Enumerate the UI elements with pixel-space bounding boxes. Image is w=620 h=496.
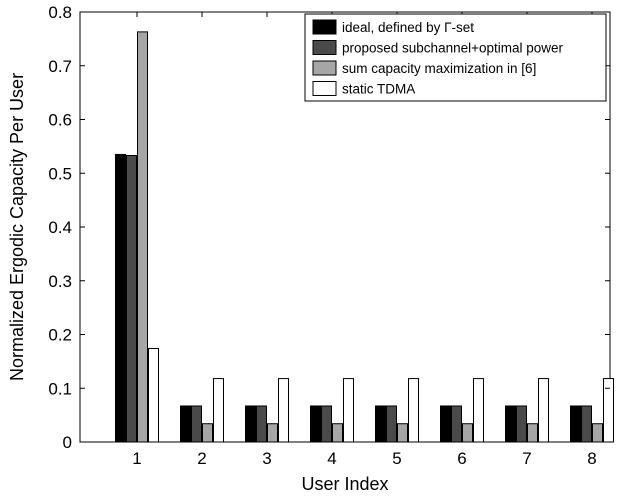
- bar-user-4-series-2: [321, 405, 332, 443]
- bar-user-7-series-1: [505, 405, 516, 443]
- y-tick-label: 0.5: [48, 164, 72, 183]
- bars-group: [115, 31, 614, 443]
- bar-user-2-series-4: [213, 378, 224, 443]
- bar-user-3-series-4: [278, 378, 289, 443]
- x-tick-label: 4: [327, 449, 336, 468]
- legend-swatch-3: [312, 60, 337, 76]
- legend-label-2: proposed subchannel+optimal power: [342, 41, 564, 56]
- bar-user-6-series-2: [451, 405, 462, 443]
- bar-user-5-series-2: [386, 405, 397, 443]
- bar-user-3-series-2: [256, 405, 267, 443]
- bar-user-7-series-2: [516, 405, 527, 443]
- bar-user-1-series-2: [126, 155, 137, 443]
- bar-user-8-series-3: [592, 423, 603, 443]
- bar-user-5-series-4: [408, 378, 419, 443]
- bar-user-8-series-2: [581, 405, 592, 443]
- legend: ideal, defined by Γ-set proposed subchann…: [304, 13, 607, 102]
- x-tick-label: 5: [392, 449, 401, 468]
- bar-user-4-series-1: [310, 405, 321, 443]
- bar-user-1-series-1: [115, 153, 126, 443]
- bar-user-4-series-3: [332, 423, 343, 443]
- bar-user-5-series-1: [375, 405, 386, 443]
- bar-user-4-series-4: [343, 378, 354, 443]
- y-axis-ticks: 0 0.1 0.2 0.3 0.4 0.5 0.6 0.7 0.8: [48, 3, 610, 452]
- bar-user-2-series-3: [202, 423, 213, 443]
- y-tick-label: 0.3: [48, 272, 72, 291]
- bar-user-1-series-4: [148, 347, 159, 443]
- bar-user-3-series-3: [267, 423, 278, 443]
- legend-label-3: sum capacity maximization in [6]: [342, 61, 536, 76]
- bar-user-6-series-1: [440, 405, 451, 443]
- y-tick-label: 0: [63, 433, 72, 452]
- legend-label-4: static TDMA: [342, 82, 415, 97]
- legend-box: [304, 13, 607, 102]
- legend-label-1: ideal, defined by Γ-set: [342, 20, 474, 35]
- legend-swatch-4: [312, 81, 337, 96]
- bar-user-1-series-3: [137, 31, 148, 443]
- legend-swatch-1: [312, 19, 337, 35]
- bar-user-2-series-1: [180, 405, 191, 443]
- bar-user-8-series-1: [570, 405, 581, 443]
- bar-user-6-series-3: [462, 423, 473, 443]
- y-tick-label: 0.4: [48, 218, 72, 237]
- y-tick-label: 0.2: [48, 326, 72, 345]
- x-axis-ticks: 1 2 3 4 5 6 7 8: [132, 12, 597, 468]
- x-tick-label: 2: [197, 449, 206, 468]
- x-tick-label: 8: [587, 449, 596, 468]
- x-axis-label: User Index: [301, 474, 388, 494]
- bar-user-7-series-3: [527, 423, 538, 443]
- y-axis-label: Normalized Ergodic Capacity Per User: [7, 73, 27, 381]
- y-tick-label: 0.6: [48, 111, 72, 130]
- x-tick-label: 3: [262, 449, 271, 468]
- x-tick-label: 7: [522, 449, 531, 468]
- y-tick-label: 0.1: [48, 379, 72, 398]
- y-tick-label: 0.8: [48, 3, 72, 22]
- x-tick-label: 6: [457, 449, 466, 468]
- legend-swatch-2: [312, 40, 337, 55]
- bar-user-3-series-1: [245, 405, 256, 443]
- bar-user-2-series-2: [191, 405, 202, 443]
- y-tick-label: 0.7: [48, 57, 72, 76]
- bar-user-5-series-3: [397, 423, 408, 443]
- bar-user-6-series-4: [473, 378, 484, 443]
- bar-user-7-series-4: [538, 378, 549, 443]
- x-tick-label: 1: [132, 449, 141, 468]
